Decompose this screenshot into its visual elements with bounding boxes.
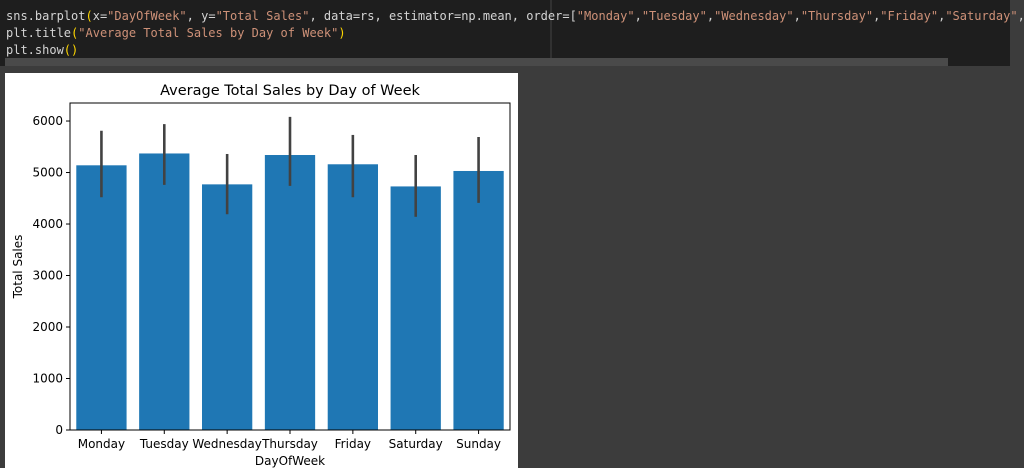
y-tick-label: 4000: [32, 217, 63, 231]
bar: [139, 153, 190, 431]
code-token: (: [71, 26, 78, 40]
y-tick-label: 6000: [32, 114, 63, 128]
code-line: sns.barplot(x="DayOfWeek", y="Total Sale…: [6, 9, 1024, 23]
code-token: x=: [93, 9, 107, 23]
code-token: , y=: [187, 9, 216, 23]
y-tick-label: 0: [55, 423, 63, 437]
code-token: ,: [707, 9, 714, 23]
code-line: plt.title("Average Total Sales by Day of…: [6, 26, 346, 40]
code-token: ,: [873, 9, 880, 23]
code: sns.barplot(x="DayOfWeek", y="Total Sale…: [6, 9, 1024, 57]
code-token: "Wednesday": [714, 9, 793, 23]
y-tick-label: 1000: [32, 372, 63, 386]
code-token: "Average Total Sales by Day of Week": [78, 26, 338, 40]
y-axis-label: Total Sales: [11, 235, 25, 300]
code-token: , data=rs, estimator=np.mean, order=[: [309, 9, 576, 23]
code-token: "DayOfWeek": [107, 9, 186, 23]
code-token: ): [338, 26, 345, 40]
code-cell: [0, 0, 1010, 66]
x-tick-label: Friday: [335, 437, 371, 451]
scrollbar[interactable]: [5, 58, 948, 66]
code-token: ,: [635, 9, 642, 23]
code-token: ,: [794, 9, 801, 23]
code-token: "Total Sales": [216, 9, 310, 23]
code-token: "Saturday": [945, 9, 1017, 23]
chart-title: Average Total Sales by Day of Week: [160, 83, 420, 99]
y-tick-label: 5000: [32, 166, 63, 180]
code-token: ,: [1018, 9, 1024, 23]
code-token: "Friday": [880, 9, 938, 23]
code-token: plt.show: [6, 43, 65, 57]
code-token: sns.barplot: [6, 9, 85, 23]
x-tick-label: Wednesday: [192, 437, 261, 451]
y-tick-label: 3000: [32, 269, 63, 283]
chart: Average Total Sales by Day of Week 0 1000 2…: [11, 83, 511, 468]
x-axis-label: DayOfWeek: [255, 454, 325, 468]
code-token: (): [64, 43, 78, 57]
x-tick-label: Tuesday: [139, 437, 189, 451]
code-token: "Monday": [577, 9, 635, 23]
bar: [202, 184, 253, 430]
x-tick-label: Thursday: [261, 437, 318, 451]
code-token: "Tuesday": [642, 9, 707, 23]
code-token: ,: [938, 9, 945, 23]
y-tick-label: 2000: [32, 320, 63, 334]
axes-frame: [69, 102, 511, 431]
code-token: "Thursday": [801, 9, 873, 23]
x-tick-label: Sunday: [456, 437, 501, 451]
x-tick-label: Saturday: [389, 437, 443, 451]
bar: [453, 170, 504, 431]
code-token: plt.title: [6, 26, 71, 40]
code-token: (: [85, 9, 92, 23]
bar: [327, 164, 378, 430]
bar: [76, 165, 127, 430]
bar: [390, 186, 441, 430]
code-line: plt.show(): [6, 43, 78, 57]
bar: [264, 155, 316, 430]
x-tick-label: Monday: [78, 437, 125, 451]
